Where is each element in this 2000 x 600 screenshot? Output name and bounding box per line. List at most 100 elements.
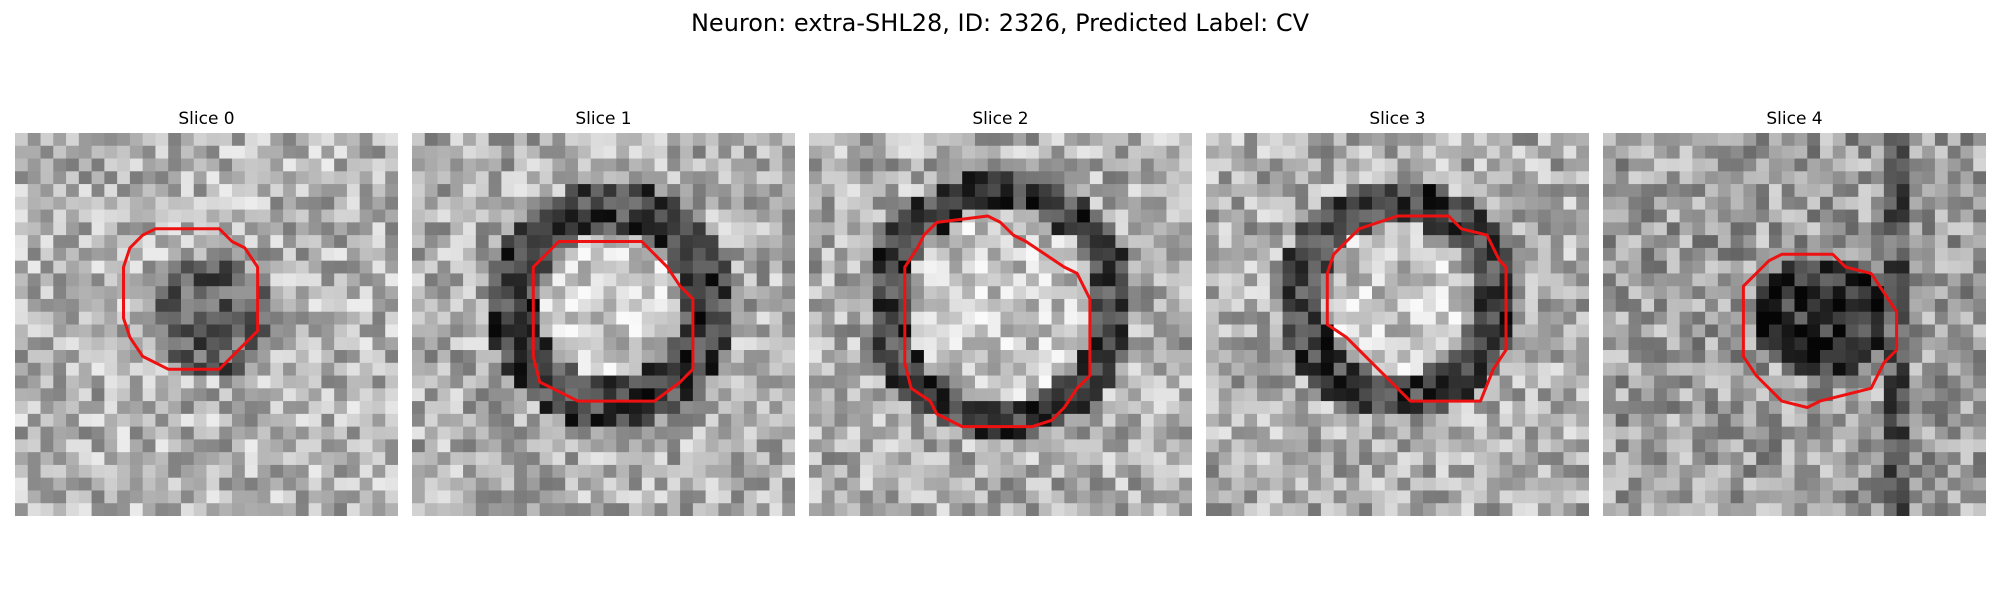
pixel: [1525, 260, 1539, 274]
pixel: [1909, 388, 1923, 402]
pixel: [1140, 286, 1155, 300]
pixel: [962, 362, 976, 376]
pixel: [321, 503, 335, 516]
pixel: [616, 464, 630, 479]
pixel: [1410, 145, 1424, 159]
pixel: [385, 171, 398, 185]
pixel: [860, 273, 874, 287]
pixel: [283, 477, 297, 491]
pixel: [1525, 158, 1539, 172]
pixel: [1308, 413, 1322, 428]
pixel: [1717, 184, 1732, 198]
pixel: [1768, 477, 1783, 491]
pixel: [1384, 426, 1398, 440]
pixel: [1448, 350, 1462, 364]
pixel: [463, 273, 477, 287]
pixel: [834, 222, 848, 236]
pixel: [1832, 337, 1846, 351]
pixel: [283, 145, 297, 159]
pixel: [1960, 158, 1974, 172]
pixel: [911, 375, 925, 389]
pixel: [1641, 375, 1655, 389]
pixel: [1845, 171, 1859, 185]
pixel: [1486, 145, 1501, 159]
pixel: [860, 235, 874, 249]
pixel: [244, 426, 258, 440]
pixel: [1666, 503, 1680, 516]
pixel: [769, 490, 783, 504]
pixel: [219, 273, 233, 287]
pixel: [1077, 490, 1091, 504]
pixel: [1474, 464, 1488, 479]
slice-image-1: [412, 133, 795, 516]
pixel: [450, 235, 464, 249]
pixel: [1871, 464, 1885, 479]
pixel: [488, 235, 502, 249]
pixel: [1550, 413, 1564, 428]
pixel: [1615, 350, 1629, 364]
pixel: [1231, 464, 1245, 479]
pixel: [1000, 133, 1014, 147]
pixel: [731, 413, 745, 428]
pixel: [1934, 311, 1949, 325]
pixel: [1730, 388, 1744, 402]
pixel: [1820, 362, 1834, 376]
pixel: [129, 503, 144, 516]
pixel: [1474, 503, 1488, 516]
pixel: [346, 350, 361, 364]
pixel: [91, 235, 105, 249]
pixel: [488, 311, 502, 325]
pixel: [1077, 439, 1091, 453]
pixel: [91, 286, 105, 300]
pixel: [743, 247, 758, 262]
pixel: [463, 337, 477, 351]
pixel: [987, 413, 1001, 428]
pixel: [552, 503, 566, 516]
pixel: [40, 337, 54, 351]
pixel: [1512, 311, 1526, 325]
pixel: [1026, 413, 1040, 428]
pixel: [1960, 324, 1974, 338]
pixel: [565, 503, 579, 516]
pixel: [1179, 337, 1192, 351]
pixel: [1026, 388, 1040, 402]
pixel: [629, 477, 643, 491]
pixel: [1397, 286, 1411, 300]
pixel: [1705, 388, 1719, 402]
pixel: [1512, 477, 1526, 491]
slice-canvas: [1603, 133, 1986, 516]
pixel: [1423, 286, 1437, 300]
pixel: [1218, 503, 1232, 516]
pixel: [257, 222, 271, 236]
pixel: [654, 158, 668, 172]
pixel: [1231, 477, 1245, 491]
pixel: [616, 388, 630, 402]
pixel: [847, 298, 861, 313]
pixel: [1563, 324, 1577, 338]
pixel: [847, 490, 861, 504]
pixel: [283, 260, 297, 274]
pixel: [1934, 413, 1949, 428]
pixel: [577, 273, 592, 287]
pixel: [501, 439, 515, 453]
pixel: [257, 171, 271, 185]
pixel: [1128, 273, 1142, 287]
pixel: [705, 350, 719, 364]
pixel: [1973, 413, 1986, 428]
pixel: [1218, 401, 1232, 415]
pixel: [1295, 388, 1309, 402]
pixel: [463, 401, 477, 415]
pixel: [809, 196, 823, 210]
pixel: [898, 158, 912, 172]
pixel: [91, 490, 105, 504]
pixel: [1448, 247, 1462, 262]
pixel: [1756, 426, 1770, 440]
pixel: [129, 196, 144, 210]
pixel: [206, 171, 220, 185]
pixel: [974, 247, 989, 262]
pixel: [1973, 235, 1986, 249]
pixel: [1115, 260, 1129, 274]
pixel: [1474, 324, 1488, 338]
pixel: [1525, 401, 1539, 415]
pixel: [244, 311, 258, 325]
